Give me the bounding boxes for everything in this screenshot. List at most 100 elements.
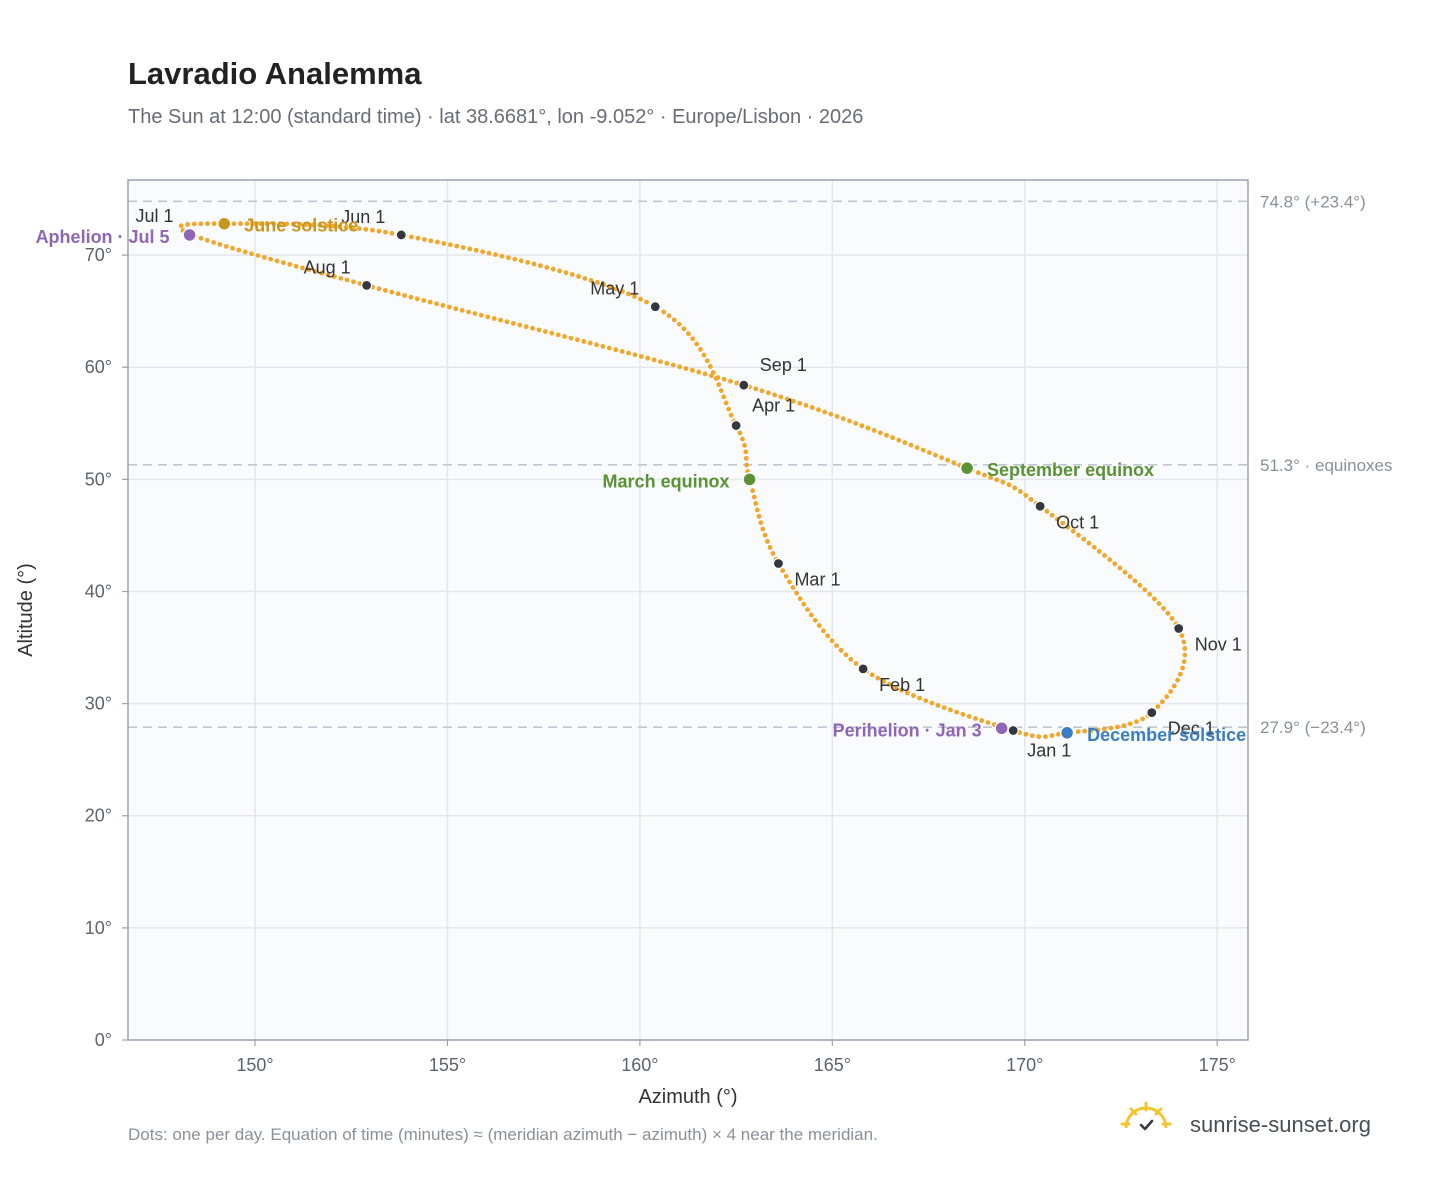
daily-sun-dot bbox=[543, 329, 548, 334]
y-tick-label: 0° bbox=[95, 1030, 112, 1050]
daily-sun-dot bbox=[1182, 652, 1188, 658]
y-tick-label: 10° bbox=[85, 918, 112, 938]
daily-sun-dot bbox=[1049, 733, 1055, 738]
daily-sun-dot bbox=[297, 221, 303, 227]
daily-sun-dot bbox=[204, 238, 210, 243]
daily-sun-dot bbox=[1108, 725, 1114, 731]
x-tick-label: 175° bbox=[1199, 1055, 1236, 1075]
daily-sun-dot bbox=[557, 268, 562, 274]
daily-sun-dot bbox=[472, 311, 478, 317]
month-marker-dot bbox=[1146, 706, 1158, 719]
event-label: June solstice bbox=[244, 216, 358, 236]
daily-sun-dot bbox=[742, 442, 747, 448]
daily-sun-dot bbox=[185, 222, 191, 227]
daily-sun-dot bbox=[754, 507, 760, 513]
daily-sun-dot bbox=[899, 687, 904, 693]
daily-sun-dot bbox=[376, 286, 382, 292]
daily-sun-dot bbox=[1177, 671, 1183, 677]
daily-sun-dot bbox=[726, 406, 731, 412]
plot-frame bbox=[127, 179, 1249, 1041]
daily-sun-dot bbox=[447, 242, 453, 248]
y-tick-label: 50° bbox=[85, 469, 112, 489]
daily-sun-dot bbox=[440, 303, 446, 308]
daily-sun-dot bbox=[865, 425, 871, 431]
daily-sun-dot bbox=[1127, 721, 1133, 727]
month-marker-dot bbox=[1007, 724, 1019, 737]
daily-sun-dot bbox=[1023, 493, 1029, 498]
daily-sun-dot bbox=[310, 222, 316, 228]
daily-sun-dot bbox=[217, 242, 223, 247]
daily-sun-dot bbox=[797, 400, 803, 406]
month-marker-dot bbox=[738, 379, 750, 391]
daily-sun-dot bbox=[787, 579, 792, 585]
daily-sun-dot bbox=[718, 388, 724, 394]
daily-sun-dot bbox=[251, 221, 257, 227]
daily-sun-dot bbox=[395, 291, 401, 297]
daily-sun-dot bbox=[1082, 728, 1088, 734]
chart-subtitle: The Sun at 12:00 (standard time) · lat 3… bbox=[128, 106, 863, 128]
daily-sun-dot bbox=[1000, 479, 1006, 485]
daily-sun-dot bbox=[1156, 601, 1162, 606]
event-markers: March equinox September equinox June solst… bbox=[36, 216, 1247, 745]
daily-sun-dot bbox=[1142, 587, 1148, 593]
x-tick-label: 150° bbox=[236, 1055, 273, 1075]
daily-sun-dot bbox=[607, 284, 613, 290]
event-marker-dot bbox=[1059, 725, 1075, 741]
daily-sun-dot bbox=[1065, 524, 1071, 530]
daily-sun-dot bbox=[1023, 731, 1029, 737]
daily-sun-dot bbox=[518, 258, 524, 264]
daily-sun-dot bbox=[325, 272, 331, 278]
daily-sun-dot bbox=[875, 675, 881, 681]
y-axis-title: Altitude (°) bbox=[15, 563, 37, 657]
daily-sun-dot bbox=[908, 442, 914, 448]
daily-sun-dot bbox=[281, 260, 286, 266]
daily-sun-dot bbox=[954, 709, 960, 715]
daily-sun-dot bbox=[1122, 569, 1128, 575]
daily-sun-dot bbox=[884, 432, 889, 438]
daily-sun-dot bbox=[791, 398, 796, 404]
y-tick-label: 30° bbox=[85, 694, 112, 714]
daily-sun-dot bbox=[505, 255, 511, 261]
daily-sun-dot bbox=[242, 249, 248, 255]
daily-sun-dot bbox=[683, 366, 689, 371]
daily-sun-dot bbox=[966, 714, 972, 719]
month-marker-dot bbox=[857, 663, 869, 675]
daily-sun-dot bbox=[290, 221, 296, 227]
daily-sun-dot bbox=[1182, 646, 1188, 651]
month-marker-dot bbox=[649, 301, 661, 313]
daily-sun-dot bbox=[1147, 591, 1153, 597]
daily-sun-dot bbox=[343, 224, 349, 230]
daily-sun-dot bbox=[632, 352, 638, 358]
daily-sun-dot bbox=[758, 520, 764, 526]
daily-sun-dot bbox=[1029, 733, 1035, 739]
daily-sun-dot bbox=[504, 319, 510, 325]
daily-sun-dot bbox=[1151, 596, 1157, 602]
daily-sun-dot bbox=[765, 390, 771, 396]
daily-sun-dot bbox=[734, 380, 740, 386]
month-marker-label: Nov 1 bbox=[1195, 635, 1242, 655]
daily-sun-dot bbox=[859, 423, 865, 429]
month-marker-label: Feb 1 bbox=[879, 675, 925, 695]
daily-sun-dot bbox=[803, 402, 809, 408]
daily-sun-dot bbox=[1028, 496, 1034, 502]
daily-sun-dot bbox=[1088, 728, 1094, 733]
daily-sun-dot bbox=[887, 682, 892, 687]
daily-sun-dot bbox=[510, 320, 516, 326]
daily-sun-dot bbox=[1101, 726, 1107, 732]
daily-sun-dot bbox=[1159, 699, 1165, 705]
daily-sun-dot bbox=[681, 326, 687, 332]
daily-sun-dot bbox=[323, 223, 329, 228]
daily-sun-dot bbox=[531, 261, 537, 267]
daily-sun-dot bbox=[467, 246, 473, 252]
daily-sun-dot bbox=[473, 247, 479, 253]
daily-sun-dot bbox=[277, 221, 283, 227]
daily-sun-dot bbox=[1181, 659, 1187, 664]
daily-sun-dot bbox=[770, 550, 776, 556]
daily-sun-dot bbox=[843, 652, 849, 658]
daily-sun-dot bbox=[587, 340, 593, 346]
axis-ticks: 150° 155° 160° 165° 170° 175° 0° 10° 20° 30° 40° 50… bbox=[85, 245, 1236, 1075]
daily-sun-dot bbox=[338, 275, 344, 281]
daily-sun-dot bbox=[902, 440, 908, 446]
daily-sun-dot bbox=[402, 293, 407, 298]
